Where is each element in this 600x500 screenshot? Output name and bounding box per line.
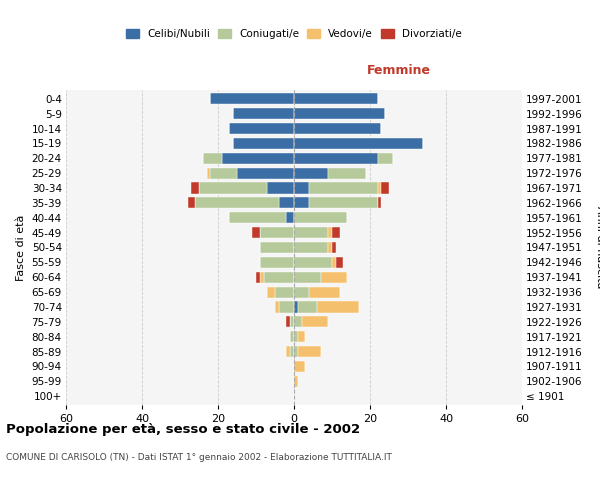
Bar [275, 286, 294, 298]
Bar [294, 242, 328, 253]
Bar [298, 302, 317, 312]
Bar [260, 242, 294, 253]
Bar [377, 182, 382, 194]
Bar [328, 242, 332, 253]
Bar [332, 257, 336, 268]
Bar [233, 108, 294, 120]
Bar [279, 198, 294, 208]
Bar [294, 198, 309, 208]
Bar [294, 272, 320, 283]
Bar [294, 94, 377, 104]
Bar [260, 272, 263, 283]
Bar [211, 94, 294, 104]
Bar [268, 286, 275, 298]
Bar [211, 168, 237, 179]
Bar [309, 182, 377, 194]
Bar [382, 182, 389, 194]
Bar [260, 227, 294, 238]
Bar [229, 212, 286, 224]
Bar [377, 153, 393, 164]
Bar [222, 153, 294, 164]
Bar [290, 331, 294, 342]
Bar [302, 316, 328, 328]
Bar [286, 212, 294, 224]
Bar [294, 376, 298, 387]
Bar [336, 257, 343, 268]
Bar [294, 138, 423, 149]
Text: COMUNE DI CARISOLO (TN) - Dati ISTAT 1° gennaio 2002 - Elaborazione TUTTITALIA.I: COMUNE DI CARISOLO (TN) - Dati ISTAT 1° … [6, 452, 392, 462]
Bar [294, 316, 302, 328]
Bar [298, 346, 320, 357]
Bar [377, 198, 382, 208]
Bar [320, 272, 347, 283]
Bar [290, 316, 294, 328]
Bar [328, 227, 332, 238]
Bar [294, 123, 382, 134]
Bar [233, 138, 294, 149]
Text: Femmine: Femmine [367, 64, 431, 78]
Bar [286, 316, 290, 328]
Bar [298, 331, 305, 342]
Bar [332, 242, 336, 253]
Bar [290, 346, 294, 357]
Bar [309, 286, 340, 298]
Bar [206, 168, 211, 179]
Bar [294, 108, 385, 120]
Bar [256, 272, 260, 283]
Bar [203, 153, 222, 164]
Bar [294, 212, 347, 224]
Bar [328, 168, 366, 179]
Bar [260, 257, 294, 268]
Bar [279, 302, 294, 312]
Bar [237, 168, 294, 179]
Bar [275, 302, 279, 312]
Bar [294, 331, 298, 342]
Y-axis label: Fasce di età: Fasce di età [16, 214, 26, 280]
Bar [294, 257, 332, 268]
Bar [317, 302, 359, 312]
Bar [229, 123, 294, 134]
Bar [294, 361, 305, 372]
Legend: Celibi/Nubili, Coniugati/e, Vedovi/e, Divorziati/e: Celibi/Nubili, Coniugati/e, Vedovi/e, Di… [123, 26, 465, 42]
Bar [309, 198, 377, 208]
Bar [294, 286, 309, 298]
Bar [199, 182, 268, 194]
Bar [294, 153, 377, 164]
Y-axis label: Anni di nascita: Anni di nascita [595, 206, 600, 288]
Bar [294, 302, 298, 312]
Bar [188, 198, 195, 208]
Bar [294, 182, 309, 194]
Bar [268, 182, 294, 194]
Bar [294, 346, 298, 357]
Bar [191, 182, 199, 194]
Bar [252, 227, 260, 238]
Bar [263, 272, 294, 283]
Bar [286, 346, 290, 357]
Text: Popolazione per età, sesso e stato civile - 2002: Popolazione per età, sesso e stato civil… [6, 422, 360, 436]
Bar [195, 198, 279, 208]
Bar [294, 227, 328, 238]
Bar [332, 227, 340, 238]
Bar [294, 168, 328, 179]
